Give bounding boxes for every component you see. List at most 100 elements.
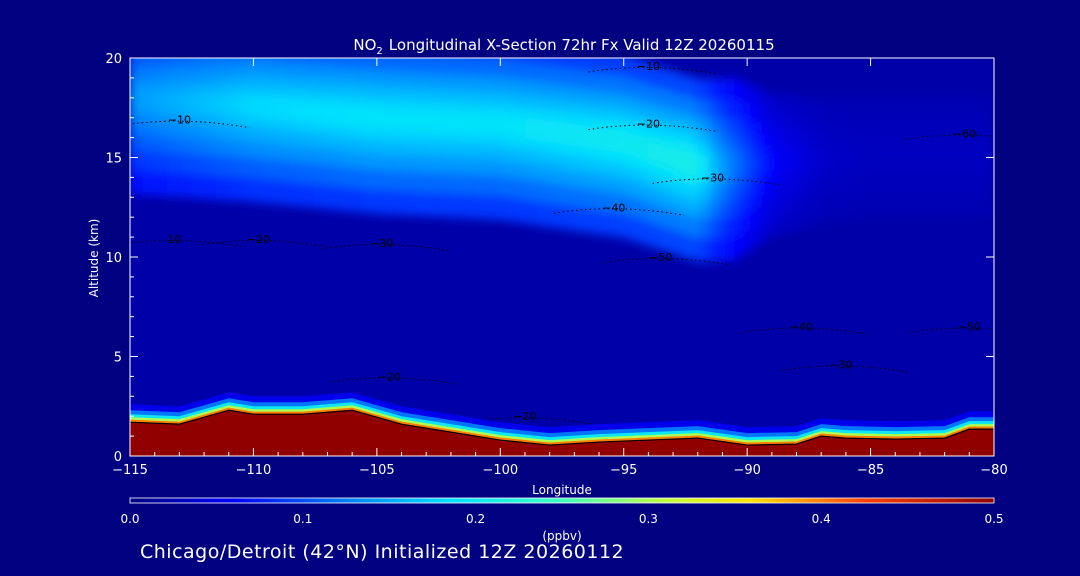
field-cell [339, 103, 353, 127]
temperature-contour-label: −20 [513, 410, 536, 423]
field-cell [647, 139, 662, 166]
temperature-contour-line [130, 120, 250, 129]
field-cell [536, 118, 551, 143]
temperature-contour-line [329, 377, 460, 385]
field-cell [783, 151, 798, 170]
x-tick-label: −95 [610, 463, 637, 478]
field-cell [191, 91, 205, 115]
temperature-contour-label: −60 [953, 128, 976, 141]
concentration-field [130, 58, 994, 262]
field-cell [857, 146, 872, 163]
field-cell [919, 146, 933, 162]
temperature-contour-line [600, 257, 731, 266]
temperature-contour-line [780, 365, 912, 373]
y-tick-label: 10 [105, 251, 122, 266]
plot-area: 10 −10 −20 −30 −10 −20 −30 −40 −50 −60 −50 −40 −30 −2… [130, 58, 994, 456]
upper-no2-band [130, 58, 994, 262]
x-tick-label: −100 [482, 463, 518, 478]
colorbar-tick-label: 0.1 [293, 512, 312, 526]
field-cell [130, 87, 143, 111]
y-tick-label: 5 [114, 351, 122, 366]
field-cell [524, 116, 538, 141]
field-cell [277, 97, 291, 121]
temperature-contour-line [321, 244, 452, 252]
field-cell [561, 122, 575, 146]
field-cell [364, 106, 378, 130]
temperature-contour-label: −20 [378, 370, 401, 383]
field-cell [894, 146, 909, 162]
colorbar: 0.0 0.1 0.2 0.3 0.4 0.5 (ppbv) [120, 497, 1004, 543]
y-tick-label: 15 [105, 152, 122, 167]
y-axis: 0 5 10 15 20 [105, 52, 994, 465]
field-cell [623, 131, 637, 158]
chart-title: NO2 Longitudinal X-Section 72hr Fx Valid … [353, 36, 774, 57]
y-tick-label: 0 [114, 450, 122, 465]
field-cell [968, 146, 983, 162]
colorbar-tick-label: 0.2 [466, 512, 485, 526]
field-cell [252, 95, 267, 119]
field-cell [660, 142, 674, 170]
field-cell [438, 110, 452, 133]
field-cell [598, 127, 612, 152]
field-cell [499, 113, 514, 137]
field-cell [610, 129, 625, 154]
temperature-contour-line [909, 327, 994, 334]
temperature-contour-line [588, 66, 719, 75]
x-tick-label: −115 [112, 463, 148, 478]
field-cell [771, 152, 785, 171]
field-cell [487, 112, 501, 136]
field-cell [573, 123, 588, 148]
x-axis: −115 −110 −105 −100 −95 −90 −85 −80 [112, 58, 1008, 478]
temperature-contour-line [652, 178, 783, 186]
field-cell [758, 153, 773, 173]
field-cell [302, 100, 316, 124]
colorbar-gradient [129, 497, 995, 504]
surface-layer [130, 392, 994, 456]
surface-gradient-band [130, 405, 994, 446]
field-cell [401, 108, 415, 131]
temperature-contour-line [553, 208, 684, 216]
field-cell [956, 146, 970, 162]
field-cell [215, 92, 230, 116]
field-cell [141, 88, 156, 111]
field-cell [413, 109, 427, 132]
field-cell [833, 148, 847, 165]
field-cell [314, 101, 328, 125]
field-cell [845, 147, 859, 164]
field-cell [882, 146, 896, 162]
surface-gradient-band [130, 402, 994, 446]
field-cell [154, 89, 168, 112]
field-cell [166, 89, 180, 113]
field-cell [462, 111, 477, 134]
field-cell [549, 120, 563, 145]
field-cell [820, 149, 835, 166]
colorbar-tick-label: 0.3 [639, 512, 658, 526]
field-cell [672, 146, 686, 174]
surface-gradient-band [130, 407, 994, 446]
field-cell [808, 150, 822, 167]
temperature-contour-label: −40 [790, 321, 813, 334]
field-cell [746, 153, 760, 175]
x-tick-label: −85 [857, 463, 884, 478]
temperature-contour-label: −40 [602, 201, 625, 214]
temperature-contour-line [904, 134, 994, 141]
field-cell [907, 146, 921, 162]
temperature-contour-label: −30 [370, 237, 393, 250]
field-cell [425, 109, 440, 133]
x-tick-label: −105 [359, 463, 395, 478]
temperature-contour-label: −10 [637, 60, 660, 73]
temperature-contour-label: −50 [649, 251, 672, 264]
field-cell [870, 146, 884, 162]
field-cell [721, 154, 736, 177]
field-cell [240, 94, 254, 118]
temperature-contour-label: 10 [167, 233, 181, 246]
x-tick-label: −110 [236, 463, 272, 478]
x-tick-label: −90 [733, 463, 760, 478]
temperature-contour-label: −30 [701, 171, 724, 184]
field-cell [326, 102, 341, 126]
field-cell [944, 146, 958, 162]
field-cell [265, 96, 279, 120]
field-cell [475, 112, 489, 135]
field-cell [351, 104, 366, 129]
